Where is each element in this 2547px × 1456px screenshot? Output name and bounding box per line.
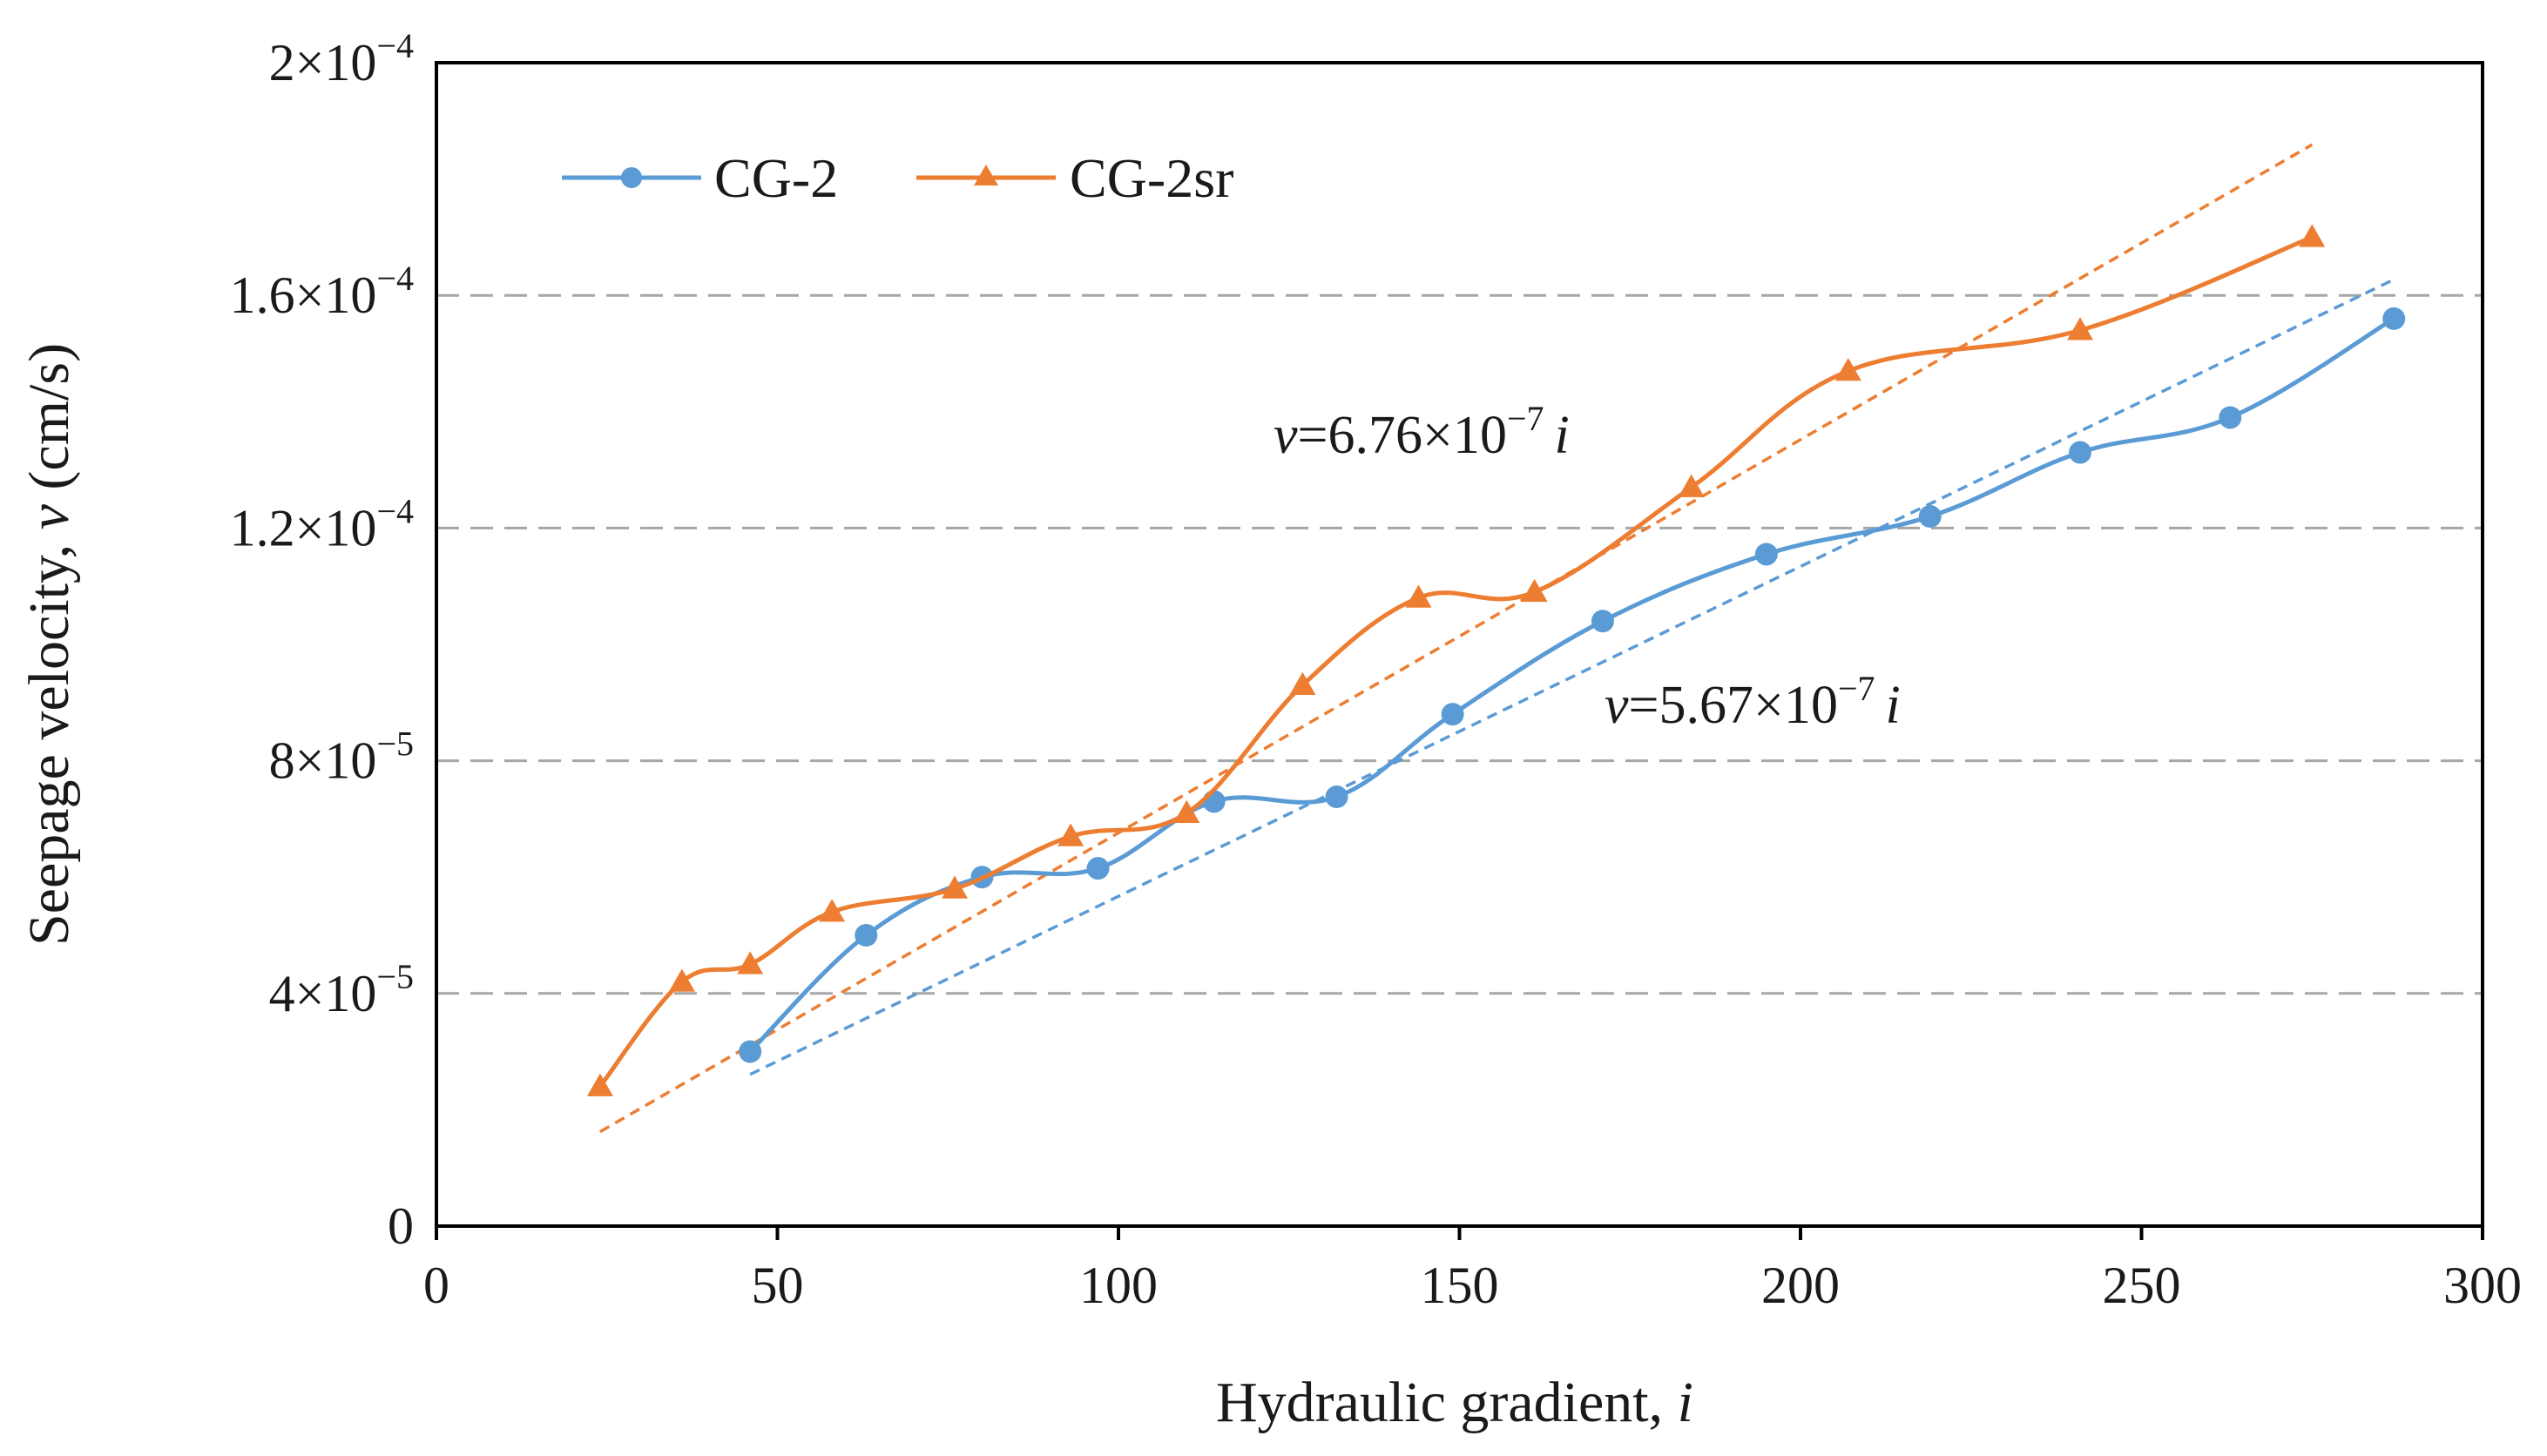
- x-tick-label: 150: [1421, 1257, 1499, 1314]
- data-point-cg-2sr: [737, 951, 764, 974]
- data-point-cg-2: [2382, 307, 2406, 330]
- data-point-cg-2: [1202, 790, 1226, 813]
- data-point-cg-2sr: [1173, 799, 1200, 823]
- y-tick-label: 2×10−4: [269, 26, 414, 91]
- series-line-cg-2sr: [598, 235, 2314, 1089]
- data-point-cg-2: [2219, 406, 2242, 429]
- x-tick-label: 100: [1079, 1257, 1158, 1314]
- data-point-cg-2sr: [2299, 224, 2326, 247]
- data-point-cg-2sr: [1405, 584, 1432, 608]
- y-tick-label: 1.6×10−4: [230, 259, 414, 324]
- data-point-cg-2: [1086, 857, 1110, 880]
- x-tick-label: 300: [2443, 1257, 2522, 1314]
- data-point-cg-2sr: [586, 1073, 613, 1096]
- series-line-cg-2: [748, 316, 2395, 1054]
- data-point-cg-2: [1441, 703, 1464, 726]
- data-point-cg-2sr: [1834, 358, 1861, 381]
- y-tick-label: 4×10−5: [269, 957, 414, 1022]
- trendline-cg-2sr: [599, 143, 2314, 1134]
- data-point-cg-2: [855, 924, 878, 947]
- data-point-cg-2sr: [1678, 474, 1705, 497]
- y-tick-label: 0: [388, 1197, 414, 1255]
- y-axis-title: Seepage velocity, v (cm/s): [17, 343, 81, 946]
- data-point-cg-2: [2069, 441, 2092, 464]
- data-point-cg-2sr: [1057, 823, 1084, 846]
- trendline-label-cg2: v=5.67×10−7 i: [1605, 669, 1901, 735]
- data-series: [586, 224, 2406, 1096]
- x-tick-label: 50: [752, 1257, 804, 1314]
- data-point-cg-2sr: [668, 968, 695, 992]
- y-axis-ticks: 0 4×10−5 8×10−5 1.2×10−4 1.6×10−4 2×10−4: [230, 26, 414, 1255]
- legend-item-cg2sr: CG-2sr: [916, 147, 1233, 209]
- data-point-cg-2sr: [2067, 317, 2094, 340]
- legend-label-cg2: CG-2: [714, 147, 838, 209]
- series-cg-2: [739, 307, 2406, 1063]
- legend-label-cg2sr: CG-2sr: [1070, 147, 1233, 209]
- gridlines: [436, 293, 2483, 995]
- data-point-cg-2sr: [1289, 671, 1316, 696]
- x-tick-label: 0: [423, 1257, 449, 1314]
- trendlines: [599, 143, 2395, 1134]
- legend: CG-2 CG-2sr: [562, 147, 1233, 209]
- legend-marker-cg2sr: [974, 165, 998, 185]
- data-point-cg-2sr: [942, 875, 969, 899]
- data-point-cg-2: [1325, 785, 1348, 809]
- data-point-cg-2: [1591, 610, 1614, 633]
- data-point-cg-2: [1918, 505, 1942, 529]
- data-point-cg-2sr: [1521, 578, 1548, 603]
- data-point-cg-2: [739, 1040, 762, 1063]
- series-cg-2sr: [586, 224, 2326, 1096]
- legend-item-cg2: CG-2: [562, 147, 838, 209]
- data-point-cg-2sr: [819, 899, 846, 922]
- x-tick-label: 250: [2103, 1257, 2181, 1314]
- x-tick-label: 200: [1761, 1257, 1840, 1314]
- data-point-cg-2: [1754, 543, 1778, 566]
- y-tick-label: 8×10−5: [269, 725, 414, 790]
- y-tick-label: 1.2×10−4: [230, 491, 414, 556]
- x-axis-title: Hydraulic gradient, i: [1216, 1371, 1693, 1434]
- trendline-cg-2: [749, 278, 2395, 1076]
- legend-marker-cg2: [621, 167, 642, 188]
- x-axis-ticks: 0 50 100 150 200 250 300: [423, 1226, 2522, 1314]
- trendline-label-cg2sr: v=6.76×10−7 i: [1274, 399, 1570, 465]
